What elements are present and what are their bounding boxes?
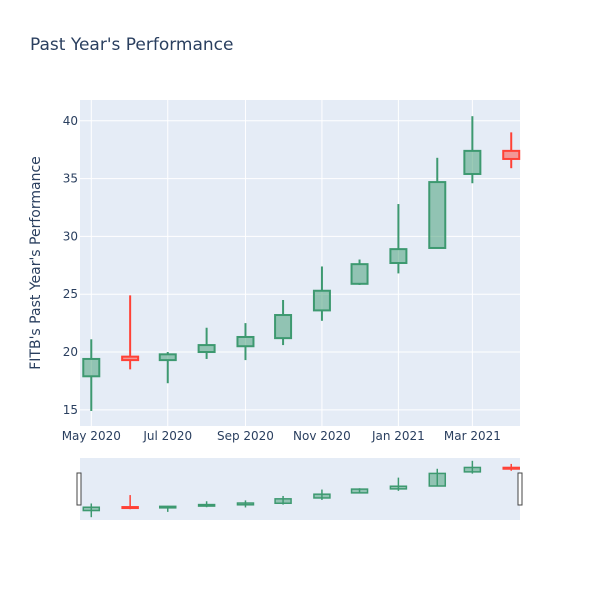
y-gridlines <box>80 120 520 411</box>
y-tick-label: 15 <box>63 403 78 417</box>
plot-area <box>80 100 520 426</box>
x-tick-label: May 2020 <box>62 429 121 443</box>
mini-candle <box>121 495 139 510</box>
mini-candle-body <box>428 472 447 487</box>
range-slider-candles <box>82 460 520 518</box>
mini-candle-body <box>197 503 216 507</box>
candle-body <box>350 263 369 285</box>
mini-candle <box>236 500 255 508</box>
mini-candle-body <box>82 506 101 512</box>
mini-candle <box>158 505 177 512</box>
mini-candle <box>389 477 408 491</box>
candle-increasing <box>463 116 482 184</box>
range-slider-right-handle[interactable] <box>517 472 523 506</box>
mini-candle-body <box>389 485 408 490</box>
candle-increasing <box>82 339 101 411</box>
candle-body <box>274 314 293 340</box>
y-tick-label: 35 <box>63 172 78 186</box>
mini-candle-body <box>463 466 482 473</box>
mini-candle <box>350 488 369 494</box>
candle-decreasing <box>121 295 140 370</box>
candle-increasing <box>389 204 408 274</box>
mini-candle-body <box>274 498 292 505</box>
candle-body <box>312 289 331 312</box>
candle-increasing <box>274 299 293 346</box>
candle-increasing <box>428 157 447 249</box>
chart-title: Past Year's Performance <box>30 35 234 55</box>
candle-increasing <box>236 323 255 361</box>
mini-candle-body <box>236 502 255 506</box>
candle-increasing <box>350 259 369 285</box>
candle-increasing <box>312 266 331 321</box>
range-slider-left-handle[interactable] <box>76 472 82 506</box>
candle-body <box>463 149 482 175</box>
candle-body <box>197 344 216 354</box>
mini-candle <box>463 460 482 474</box>
candle-body <box>389 248 408 264</box>
candles <box>82 116 521 411</box>
y-tick-labels: 15 20 25 30 35 40 <box>63 114 78 417</box>
candle-body <box>236 335 255 348</box>
x-tick-label: Nov 2020 <box>293 429 351 443</box>
mini-candle <box>313 489 331 500</box>
x-tick-labels: May 2020 Jul 2020 Sep 2020 Nov 2020 Jan 2021… <box>62 429 501 443</box>
x-tick-label: Sep 2020 <box>217 429 274 443</box>
candle-increasing <box>197 327 216 359</box>
y-tick-label: 25 <box>63 287 78 301</box>
y-axis-title: FITB's Past Year's Performance <box>28 156 44 370</box>
candle-body <box>428 181 447 249</box>
y-tick-label: 40 <box>63 114 78 128</box>
mini-candle-body <box>158 505 177 509</box>
candle-decreasing <box>502 132 521 169</box>
mini-candle <box>82 503 101 518</box>
candle-body <box>82 357 101 378</box>
x-tick-label: Jul 2020 <box>142 429 192 443</box>
mini-candle-body <box>121 506 139 510</box>
x-tick-label: Mar 2021 <box>444 429 501 443</box>
y-tick-label: 30 <box>63 229 78 243</box>
candle-increasing <box>158 352 177 384</box>
candle-body <box>158 353 177 362</box>
mini-candle-body <box>350 488 369 494</box>
mini-candle <box>274 495 292 505</box>
candle-body <box>502 149 521 160</box>
mini-candle-body <box>502 466 520 470</box>
mini-candle <box>502 463 520 471</box>
mini-candle-body <box>313 493 331 499</box>
range-slider[interactable] <box>80 458 520 520</box>
x-tick-label: Jan 2021 <box>371 429 425 443</box>
mini-candle <box>428 468 447 487</box>
mini-candle <box>197 501 216 508</box>
y-tick-label: 20 <box>63 345 78 359</box>
candle-body <box>121 355 140 362</box>
